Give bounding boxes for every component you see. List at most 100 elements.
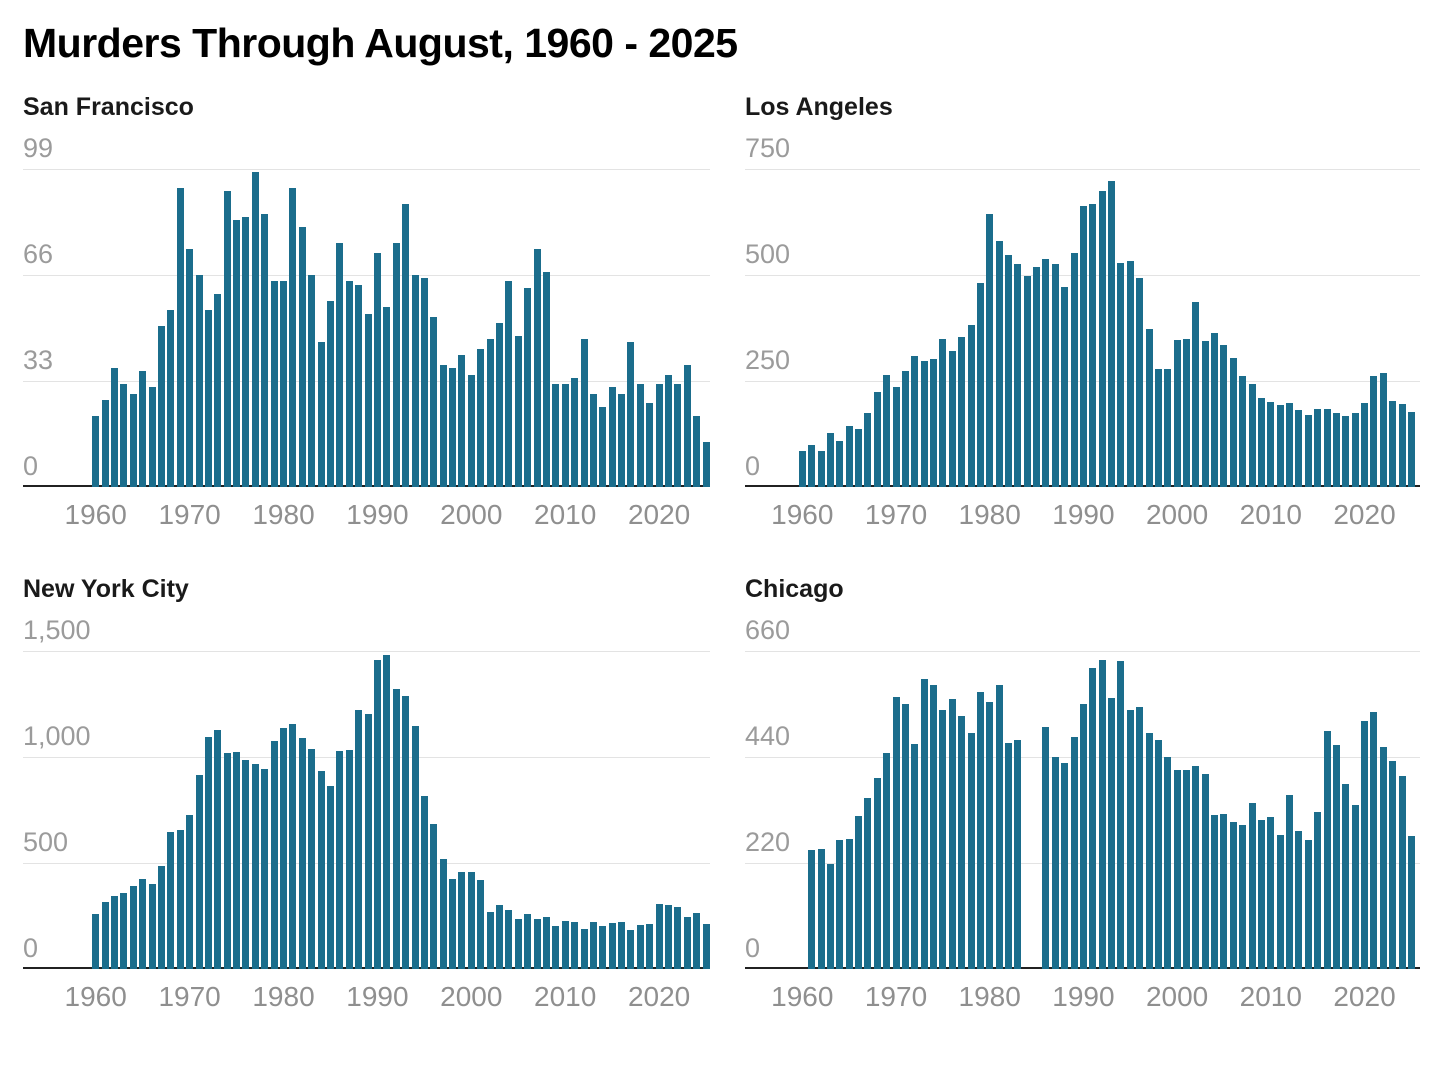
x-tick-label-1980: 1980: [252, 981, 315, 1013]
x-tick-label-2000: 2000: [440, 499, 503, 531]
bar-1977: [958, 337, 966, 488]
bar-1982: [1004, 743, 1012, 970]
bar-1999: [458, 872, 466, 970]
bar-1962: [817, 849, 825, 970]
bar-2024: [1398, 776, 1406, 970]
x-tick-label-1960: 1960: [64, 499, 127, 531]
bar-2006: [524, 914, 532, 970]
bar-2010: [1267, 402, 1275, 488]
bar-2025: [702, 442, 710, 488]
chart-title-los-angeles: Los Angeles: [745, 93, 893, 122]
x-tick-label-1960: 1960: [771, 499, 834, 531]
x-axis-chicago: 1960 1970 1980 1990 2000 2010 2020: [745, 969, 1420, 1017]
bar-1984: [317, 342, 325, 488]
bar-2007: [1239, 825, 1247, 970]
bar-1983: [1014, 264, 1022, 488]
plot-san-francisco: 99 66 33 0: [23, 133, 710, 488]
bar-2006: [524, 288, 532, 488]
bar-2013: [1295, 831, 1303, 970]
bar-1965: [845, 426, 853, 488]
bar-1989: [364, 714, 372, 970]
bar-1976: [242, 760, 250, 970]
bar-1998: [1154, 740, 1162, 970]
bar-1964: [836, 441, 844, 488]
bar-2010: [561, 921, 569, 970]
bar-1970: [892, 697, 900, 970]
bar-1985: [326, 786, 334, 970]
bar-1977: [958, 716, 966, 970]
x-tick-label-1960: 1960: [64, 981, 127, 1013]
x-tick-label-1980: 1980: [252, 499, 315, 531]
bar-2001: [1183, 339, 1190, 488]
bar-2000: [467, 375, 475, 488]
chart-title-chicago: Chicago: [745, 575, 844, 604]
bar-1980: [280, 281, 287, 488]
bar-1979: [270, 741, 278, 970]
bar-2019: [646, 403, 654, 488]
x-tick-label-1970: 1970: [864, 499, 928, 531]
bar-1987: [1051, 264, 1059, 488]
bar-2015: [608, 387, 616, 488]
bar-2020: [655, 904, 663, 970]
bar-1965: [139, 371, 147, 488]
bar-1964: [129, 886, 137, 970]
bar-2004: [1211, 333, 1219, 488]
bar-1994: [1117, 263, 1125, 488]
bar-1983: [308, 749, 316, 970]
bar-2018: [636, 384, 644, 488]
bar-1973: [214, 730, 222, 970]
bar-2022: [674, 384, 682, 488]
bar-1978: [261, 214, 269, 488]
y-tick-label: 0: [23, 933, 39, 964]
x-tick-label-2010: 2010: [534, 981, 597, 1013]
bar-1969: [176, 188, 184, 488]
chart-panel-chicago: Chicago 660 440 220 0 1960 1970 1980 1990 2000 2…: [745, 575, 1420, 1017]
bar-1980: [986, 214, 994, 488]
bar-2000: [467, 872, 475, 970]
bar-2020: [1361, 403, 1368, 488]
bar-2015: [1314, 812, 1322, 970]
bar-1963: [120, 893, 128, 970]
bar-1973: [214, 294, 222, 488]
bar-1969: [176, 830, 184, 970]
chart-panel-san-francisco: San Francisco 99 66 33 0 1960 1970 1980 1990 20…: [23, 93, 710, 535]
bar-2016: [1323, 731, 1331, 970]
bar-2004: [1211, 815, 1219, 970]
bar-2001: [477, 880, 485, 970]
bar-2019: [1351, 413, 1359, 488]
bar-1986: [336, 243, 344, 488]
bar-1998: [1154, 369, 1162, 488]
y-tick-label: 660: [745, 615, 791, 646]
bar-1974: [223, 753, 231, 970]
bar-2012: [580, 929, 588, 970]
bar-1988: [1061, 287, 1069, 488]
bar-2024: [693, 416, 701, 488]
bar-1974: [930, 359, 937, 488]
gridline: [23, 169, 710, 171]
bar-1987: [345, 281, 353, 488]
bar-2009: [552, 926, 560, 970]
bar-1978: [967, 733, 975, 970]
bar-1979: [976, 692, 984, 970]
bar-2022: [674, 907, 682, 970]
x-tick-label-2000: 2000: [440, 981, 503, 1013]
bar-2008: [1248, 803, 1256, 970]
bar-1996: [430, 824, 438, 970]
bar-2014: [1304, 840, 1312, 970]
bar-1976: [242, 217, 250, 488]
bar-1966: [855, 429, 862, 488]
bar-2004: [505, 910, 513, 970]
bar-2007: [533, 919, 541, 970]
y-tick-label: 220: [745, 827, 791, 858]
x-tick-label-1980: 1980: [958, 499, 1021, 531]
page: Murders Through August, 1960 - 2025 San …: [23, 20, 1420, 1017]
y-tick-label: 500: [745, 239, 791, 270]
bar-2023: [683, 917, 691, 970]
bar-1994: [411, 275, 419, 488]
bar-2005: [1220, 814, 1228, 970]
bar-1985: [1033, 267, 1040, 488]
x-tick-label-2000: 2000: [1145, 499, 1209, 531]
x-tick-label-2010: 2010: [1239, 981, 1302, 1013]
bar-2021: [665, 375, 672, 488]
bar-1983: [308, 275, 316, 488]
